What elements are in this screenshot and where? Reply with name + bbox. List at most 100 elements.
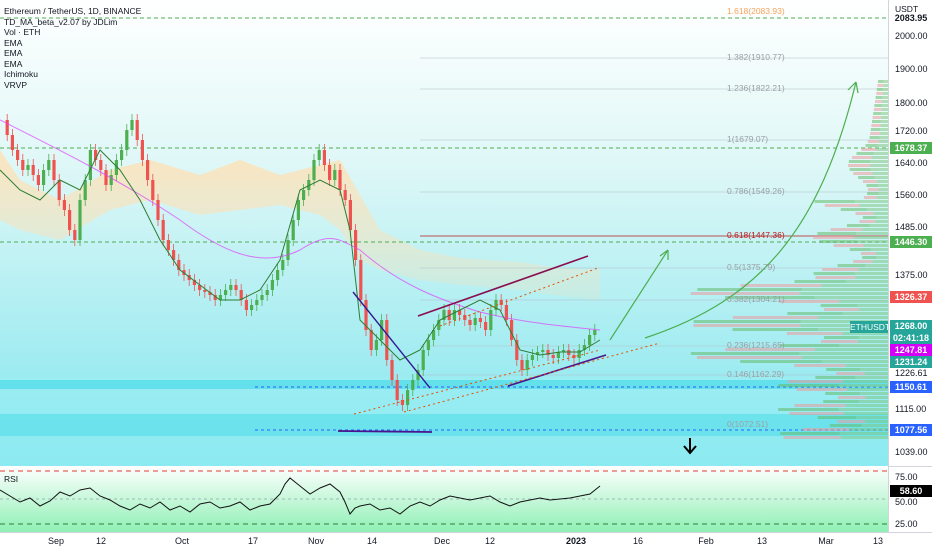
- vrvp-bar: [854, 200, 888, 203]
- vrvp-bar: [842, 312, 888, 315]
- td-ma-green-line: [0, 149, 601, 361]
- vrvp-bar: [871, 156, 888, 159]
- vrvp-bar: [732, 328, 819, 331]
- vrvp-bar: [779, 344, 840, 347]
- candle-body: [47, 160, 51, 170]
- candle-body: [10, 135, 14, 150]
- candle-body: [78, 200, 82, 240]
- vrvp-bar: [870, 164, 888, 167]
- candle-body: [83, 180, 87, 200]
- candle-body: [161, 220, 165, 240]
- vrvp-bar: [859, 204, 888, 207]
- vrvp-bar: [822, 268, 859, 271]
- time-label: Feb: [698, 536, 714, 546]
- price-chart-canvas[interactable]: [0, 0, 888, 466]
- candle-body: [99, 160, 103, 170]
- candle-body: [530, 355, 534, 360]
- candle-body: [588, 335, 592, 345]
- candle-body: [416, 370, 420, 380]
- vrvp-bar: [838, 408, 888, 411]
- candle-body: [42, 170, 46, 185]
- candle-body: [468, 320, 472, 325]
- candle-body: [536, 352, 540, 355]
- vrvp-bar: [859, 220, 876, 223]
- vrvp-bar: [880, 124, 888, 127]
- vrvp-bar: [876, 92, 883, 95]
- price-chart-pane[interactable]: Ethereum / TetherUS, 1D, BINANCE TD_MA_b…: [0, 0, 888, 466]
- symbol-title[interactable]: Ethereum / TetherUS, 1D, BINANCE: [4, 6, 142, 16]
- vrvp-bar: [815, 276, 856, 279]
- vrvp-bar: [875, 220, 888, 223]
- candle-body: [239, 290, 243, 300]
- candle-body: [213, 295, 217, 300]
- vrvp-bar: [814, 200, 855, 203]
- vrvp-bar: [865, 144, 878, 147]
- rsi-scale[interactable]: 75.00 58.60 50.00 25.00: [888, 466, 932, 533]
- time-axis[interactable]: Sep 12 Oct 17 Nov 14 Dec 12 2023 16 Feb 13 Mar 13: [0, 532, 932, 551]
- fib-level-label: 0.786(1549.26): [727, 186, 785, 196]
- indicator-ema-2[interactable]: EMA: [4, 48, 23, 58]
- rsi-title[interactable]: RSI: [4, 474, 19, 484]
- candle-body: [406, 390, 410, 405]
- vrvp-bar: [856, 416, 888, 419]
- candle-body: [442, 310, 446, 320]
- vrvp-bar: [839, 300, 888, 303]
- candle-body: [146, 160, 150, 180]
- vrvp-bar: [849, 168, 871, 171]
- vrvp-bar: [800, 320, 888, 323]
- candle-body: [125, 130, 129, 150]
- vrvp-bar: [881, 104, 888, 107]
- time-label: Nov: [307, 536, 325, 546]
- vrvp-bar: [867, 192, 879, 195]
- vrvp-bar: [837, 264, 866, 267]
- candle-body: [504, 305, 508, 320]
- vrvp-bar: [697, 356, 803, 359]
- indicator-vrvp[interactable]: VRVP: [4, 79, 27, 90]
- volume-profile: [690, 80, 888, 439]
- candle-body: [525, 360, 529, 370]
- vrvp-bar: [873, 108, 882, 111]
- vrvp-bar: [857, 304, 888, 307]
- vrvp-bar: [814, 296, 888, 299]
- candle-body: [432, 330, 436, 340]
- vrvp-bar: [878, 140, 888, 143]
- vrvp-bar: [836, 372, 865, 375]
- vrvp-bar: [881, 108, 888, 111]
- vrvp-bar: [802, 288, 888, 291]
- rsi-pane[interactable]: RSI: [0, 466, 888, 532]
- vrvp-bar: [817, 416, 857, 419]
- channel-lower-line: [507, 354, 607, 387]
- vrvp-bar: [876, 88, 883, 91]
- indicator-volume[interactable]: Vol · ETH: [4, 27, 41, 37]
- candle-body: [494, 300, 498, 310]
- vrvp-bar: [866, 184, 879, 187]
- vrvp-bar: [839, 432, 888, 435]
- price-tick: 1720.00: [895, 126, 928, 136]
- indicator-ema-1[interactable]: EMA: [4, 37, 23, 48]
- candle-body: [577, 350, 581, 358]
- time-label: 17: [247, 536, 259, 546]
- vrvp-bar: [845, 404, 888, 407]
- vrvp-bar: [778, 384, 839, 387]
- vrvp-bar: [820, 304, 858, 307]
- candle-body: [343, 190, 347, 200]
- rsi-tick-75: 75.00: [895, 472, 918, 482]
- vrvp-bar: [861, 424, 888, 427]
- vrvp-bar: [837, 396, 866, 399]
- support-band: [0, 380, 888, 389]
- price-badge: 1247.81: [890, 344, 932, 356]
- fib-level-label: 0(1072.51): [727, 419, 769, 429]
- indicator-ichimoku[interactable]: Ichimoku: [4, 69, 39, 79]
- vrvp-bar: [839, 344, 888, 347]
- vrvp-bar: [796, 388, 847, 391]
- price-scale[interactable]: USDT 2000.00 1900.00 1800.00 1720.00 1640.00…: [888, 0, 932, 466]
- candle-body: [156, 200, 160, 220]
- vrvp-bar: [882, 92, 888, 95]
- rsi-canvas[interactable]: [0, 466, 888, 532]
- candle-body: [484, 322, 488, 330]
- indicator-ema-3[interactable]: EMA: [4, 58, 23, 69]
- candle-body: [369, 330, 373, 350]
- vrvp-bar: [848, 160, 871, 163]
- candle-body: [120, 150, 124, 160]
- indicator-td-ma[interactable]: TD_MA_beta_v2.07 by JDLim: [4, 16, 118, 27]
